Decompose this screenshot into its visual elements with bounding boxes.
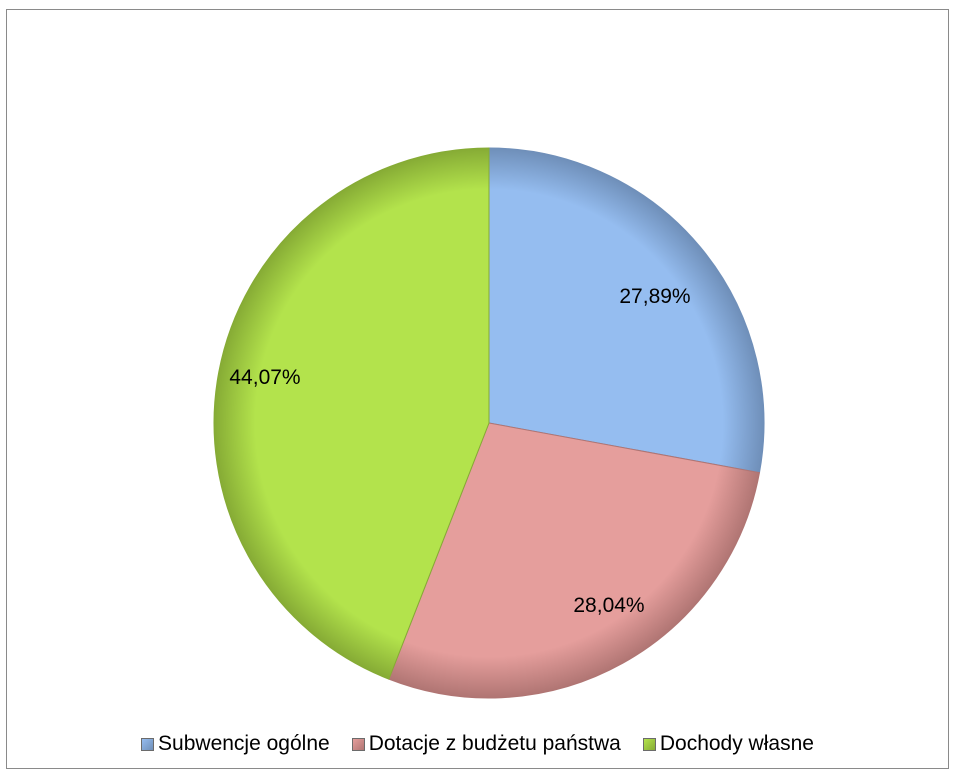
legend-item-subwencje: Subwencje ogólne bbox=[141, 732, 330, 756]
slice-label-dochody: 44,07% bbox=[229, 366, 300, 389]
slice-label-subwencje: 27,89% bbox=[619, 285, 690, 308]
pie-slice-dotacje bbox=[388, 422, 761, 699]
legend-item-dochody: Dochody własne bbox=[642, 732, 814, 756]
pie-slice-dochody bbox=[213, 147, 490, 680]
legend-swatch-dotacje bbox=[351, 737, 365, 751]
pie-slice-subwencje bbox=[488, 147, 765, 474]
legend-item-dotacje: Dotacje z budżetu państwa bbox=[351, 732, 621, 756]
legend: Subwencje ogólne Dotacje z budżetu państ… bbox=[0, 728, 955, 760]
slice-label-dotacje: 28,04% bbox=[573, 594, 644, 617]
legend-swatch-dochody bbox=[642, 737, 656, 751]
legend-swatch-subwencje bbox=[141, 737, 155, 751]
legend-label-dochody: Dochody własne bbox=[659, 732, 814, 755]
legend-label-subwencje: Subwencje ogólne bbox=[158, 732, 330, 755]
legend-label-dotacje: Dotacje z budżetu państwa bbox=[368, 732, 621, 755]
